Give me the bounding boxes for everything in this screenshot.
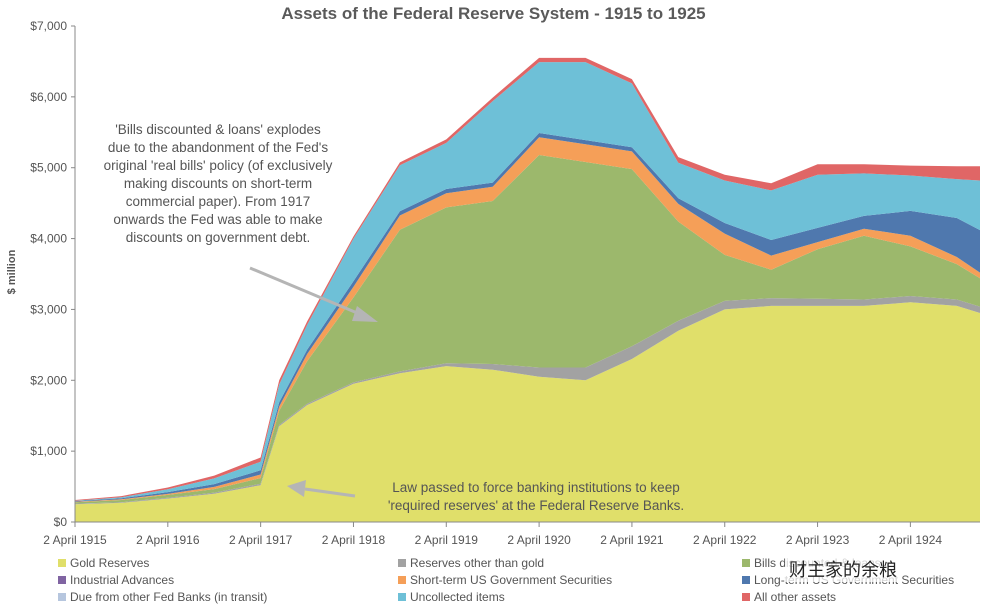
annotation-1-line: due to the abandonment of the Fed's — [108, 140, 328, 155]
y-tick-label: $3,000 — [30, 302, 67, 316]
legend-label: Reserves other than gold — [410, 556, 545, 570]
y-tick-label: $7,000 — [30, 19, 67, 33]
x-tick-label: 2 April 1915 — [43, 533, 107, 547]
legend-item: All other assets — [742, 590, 836, 604]
legend-item: Uncollected items — [398, 590, 505, 604]
chart-title: Assets of the Federal Reserve System - 1… — [281, 4, 706, 23]
legend-label: All other assets — [754, 590, 837, 604]
area-series-group — [75, 57, 980, 522]
annotation-1-line: 'Bills discounted & loans' explodes — [115, 122, 321, 137]
annotations: 'Bills discounted & loans' explodes due t… — [104, 122, 685, 513]
x-tick-label: 2 April 1922 — [693, 533, 757, 547]
legend-item: Reserves other than gold — [398, 556, 544, 570]
x-tick-label: 2 April 1916 — [136, 533, 200, 547]
annotation-1-line: discounts on government debt. — [126, 230, 311, 245]
area-series-1 — [75, 302, 980, 522]
area-series-3 — [75, 155, 980, 504]
x-tick-label: 2 April 1919 — [415, 533, 479, 547]
annotation-1-line: commercial paper). From 1917 — [126, 194, 311, 209]
legend-swatch — [398, 593, 406, 601]
legend-swatch — [742, 559, 750, 567]
legend-swatch — [58, 576, 66, 584]
annotation-2-arrow — [304, 487, 356, 498]
legend-swatch — [742, 576, 750, 584]
y-tick-label: $4,000 — [30, 232, 67, 246]
legend-swatch — [398, 576, 406, 584]
annotation-1-arrowhead — [352, 306, 378, 322]
y-tick-label: $5,000 — [30, 161, 67, 175]
legend-swatch — [742, 593, 750, 601]
y-tick-label: $2,000 — [30, 373, 67, 387]
annotation-1-line: making discounts on short-term — [124, 176, 312, 191]
legend-swatch — [58, 593, 66, 601]
legend-swatch — [398, 559, 406, 567]
watermark: 财主家的余粮 — [785, 556, 901, 582]
annotation-1-arrow — [249, 266, 363, 317]
x-tick-label: 2 April 1918 — [322, 533, 386, 547]
y-tick-label: $1,000 — [30, 444, 67, 458]
legend-item: Industrial Advances — [58, 573, 174, 587]
legend-item: Due from other Fed Banks (in transit) — [58, 590, 267, 604]
legend-label: Industrial Advances — [70, 573, 175, 587]
chart-canvas: $0 $1,000 $2,000 $3,000 $4,000 $5,000 $6,000 $7… — [6, 19, 980, 547]
x-tick-label: 2 April 1921 — [600, 533, 664, 547]
legend-label: Gold Reserves — [70, 556, 150, 570]
legend-label: Uncollected items — [410, 590, 505, 604]
y-tick-label: $6,000 — [30, 90, 67, 104]
y-axis-label: $ million — [6, 249, 18, 294]
legend-label: Due from other Fed Banks (in transit) — [70, 590, 268, 604]
x-tick-label: 2 April 1924 — [879, 533, 943, 547]
annotation-2-arrowhead — [287, 480, 306, 497]
x-tick-label: 2 April 1917 — [229, 533, 293, 547]
x-tick-label: 2 April 1923 — [786, 533, 850, 547]
axes: $0 $1,000 $2,000 $3,000 $4,000 $5,000 $6,000 $7… — [30, 19, 980, 547]
legend-item: Gold Reserves — [58, 556, 149, 570]
legend-item: Short-term US Government Securities — [398, 573, 612, 587]
annotation-1-line: onwards the Fed was able to make — [113, 212, 322, 227]
annotation-2-line: Law passed to force banking institutions… — [392, 480, 679, 495]
legend-label: Short-term US Government Securities — [410, 573, 613, 587]
annotation-2-line: 'required reserves' at the Federal Reser… — [388, 498, 684, 513]
y-tick-label: $0 — [54, 515, 68, 529]
annotation-1-line: original 'real bills' policy (of exclusi… — [104, 158, 333, 173]
legend-swatch — [58, 559, 66, 567]
x-tick-label: 2 April 1920 — [507, 533, 571, 547]
